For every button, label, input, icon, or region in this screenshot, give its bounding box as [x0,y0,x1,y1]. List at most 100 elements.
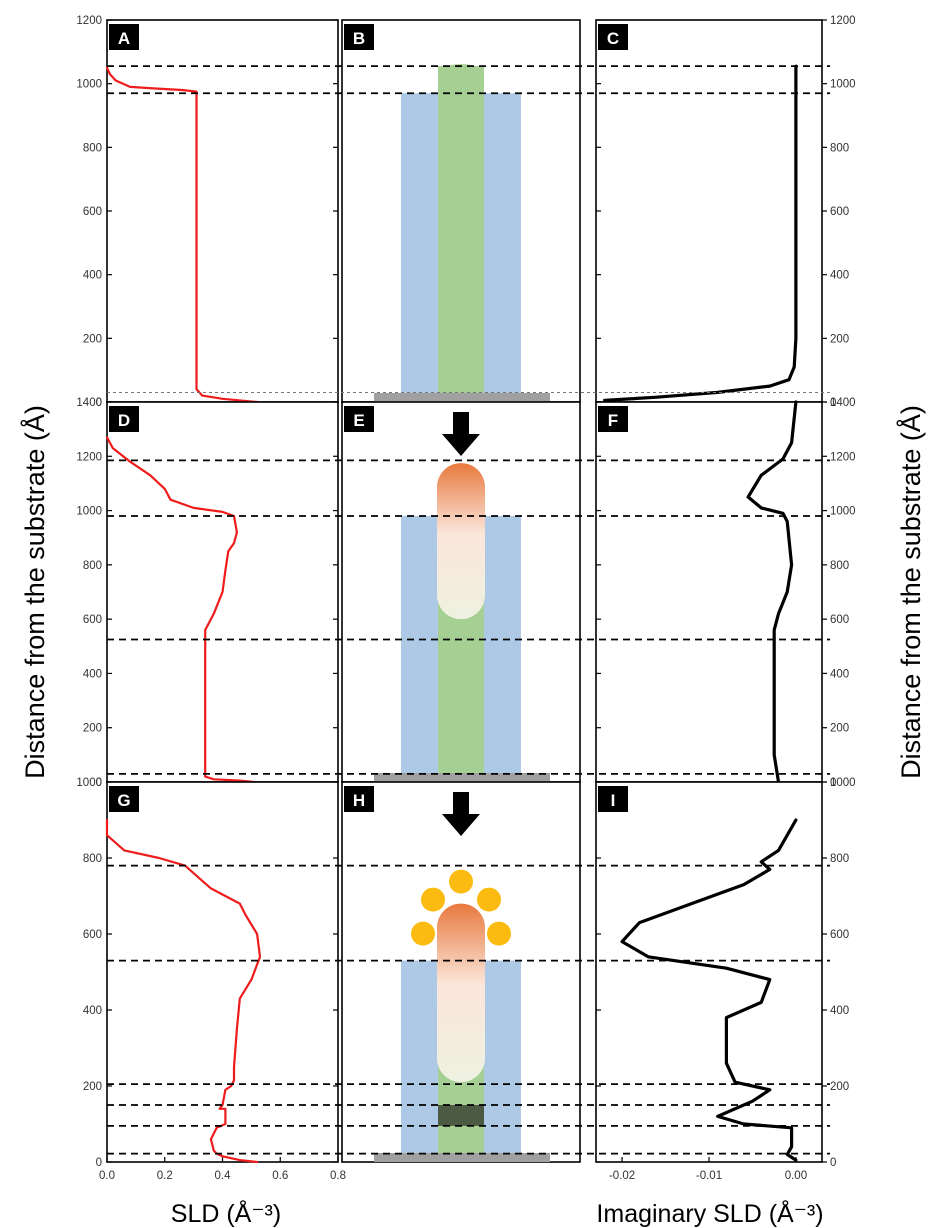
x-tick-label: 0.2 [157,1170,173,1182]
gold-nanoparticle-icon [421,887,445,912]
panel-frame [595,19,823,403]
y-tick-label: 1400 [830,397,856,409]
panel-label: G [117,791,130,810]
gold-nanoparticle-icon [449,869,473,894]
panel-label: H [353,791,365,810]
y-tick-label: 600 [830,206,849,218]
y-tick-label: 800 [830,142,849,154]
panel-c: 1200 1000 800 600 400 200 0 C [595,15,856,409]
series-line [603,64,798,402]
panel-label: A [118,29,130,48]
sld-axis-title: SLD (Å⁻³) [171,1198,281,1228]
x-tick-label: 0.6 [272,1170,288,1182]
y-axis-title-right: Distance from the substrate (Å) [895,405,926,779]
imag-sld-axis-title: Imaginary SLD (Å⁻³) [596,1198,823,1228]
panel-label-box [598,406,628,432]
panel-h: H [341,781,581,1163]
x-tick-label: -0.02 [609,1170,635,1182]
panel-d: 1400 1200 1000 800 600 400 200 0 D [76,397,339,789]
panel-label: B [353,29,365,48]
y-tick-label: 200 [83,1081,102,1093]
y-tick-label: 400 [83,668,102,680]
panel-frame [106,781,339,1163]
down-arrow-icon [442,792,480,836]
x-tick-label: 0.0 [99,1170,115,1182]
y-tick-label: 200 [830,1081,849,1093]
gold-nanoparticle-icon [477,887,501,912]
y-tick-label: 800 [83,142,102,154]
gold-nanoparticle-icon [411,921,435,946]
panel-a: 1200 1000 800 600 400 200 0 A [76,15,339,409]
x-tick-label: 0.8 [330,1170,346,1182]
panel-label: D [118,411,130,430]
y-tick-label: 600 [83,929,102,941]
y-tick-label: 400 [830,270,849,282]
y-tick-label: 1200 [76,15,102,27]
y-tick-label: 1000 [830,79,856,91]
substrate-bar [374,393,550,402]
y-tick-label: 1000 [76,79,102,91]
panels: 1200 1000 800 600 400 200 0 A B 1200 1000 800 600 400… [76,15,855,1182]
y-tick-label: 200 [83,723,102,735]
panel-label: E [353,411,364,430]
y-axis-title-left: Distance from the substrate (Å) [19,405,50,779]
y-tick-label: 400 [83,1005,102,1017]
y-tick-label: 600 [83,206,102,218]
y-tick-label: 1200 [830,15,856,27]
panel-b: B [341,19,581,403]
series-line [105,818,262,1164]
y-tick-label: 600 [83,614,102,626]
y-tick-label: 0 [96,397,102,409]
panel-f: 1400 1200 1000 800 600 400 200 0 F [595,397,856,789]
series-line [105,436,256,784]
panel-label-box [344,786,374,812]
helix-cap [438,64,484,81]
panel-label-box [598,24,628,50]
panel-label: I [611,791,616,810]
y-tick-label: 800 [83,853,102,865]
y-tick-label: 1000 [76,777,102,789]
y-tick-label: 800 [83,560,102,572]
y-tick-label: 800 [830,853,849,865]
panel-label-box [344,406,374,432]
y-tick-label: 0 [830,397,836,409]
panel-frame [106,19,339,403]
panel-label-box [598,786,628,812]
probe-capsule [437,903,485,1083]
y-tick-label: 400 [83,270,102,282]
y-tick-label: 0 [830,1157,836,1169]
y-tick-label: 1000 [76,506,102,518]
x-tick-label: -0.01 [696,1170,722,1182]
probe-capsule [437,463,485,620]
y-tick-label: 1000 [830,506,856,518]
substrate-bar [374,773,550,782]
series-line [746,400,798,784]
y-tick-label: 200 [830,333,849,345]
panel-e: E [341,401,581,783]
substrate-bar [374,1153,550,1162]
panel-label-box [109,406,139,432]
x-tick-label: 0.00 [785,1170,807,1182]
y-tick-label: 400 [830,1005,849,1017]
panel-i: 1000 800 600 400 200 0 -0.02 -0.01 0.00 I [595,777,856,1182]
y-tick-label: 1200 [76,451,102,463]
panel-frame [595,401,823,783]
down-arrow-icon [442,412,480,456]
panel-frame [595,781,823,1163]
y-tick-label: 400 [830,668,849,680]
panel-label: F [608,411,618,430]
panel-label-box [109,786,139,812]
panel-label: C [607,29,619,48]
helix-cylinder [438,66,484,395]
y-tick-label: 600 [830,929,849,941]
y-tick-label: 600 [830,614,849,626]
y-tick-label: 1400 [76,397,102,409]
dark-band [438,1105,484,1126]
y-tick-label: 1200 [830,451,856,463]
y-tick-label: 200 [830,723,849,735]
y-tick-label: 0 [96,777,102,789]
y-tick-label: 200 [83,333,102,345]
y-tick-label: 800 [830,560,849,572]
